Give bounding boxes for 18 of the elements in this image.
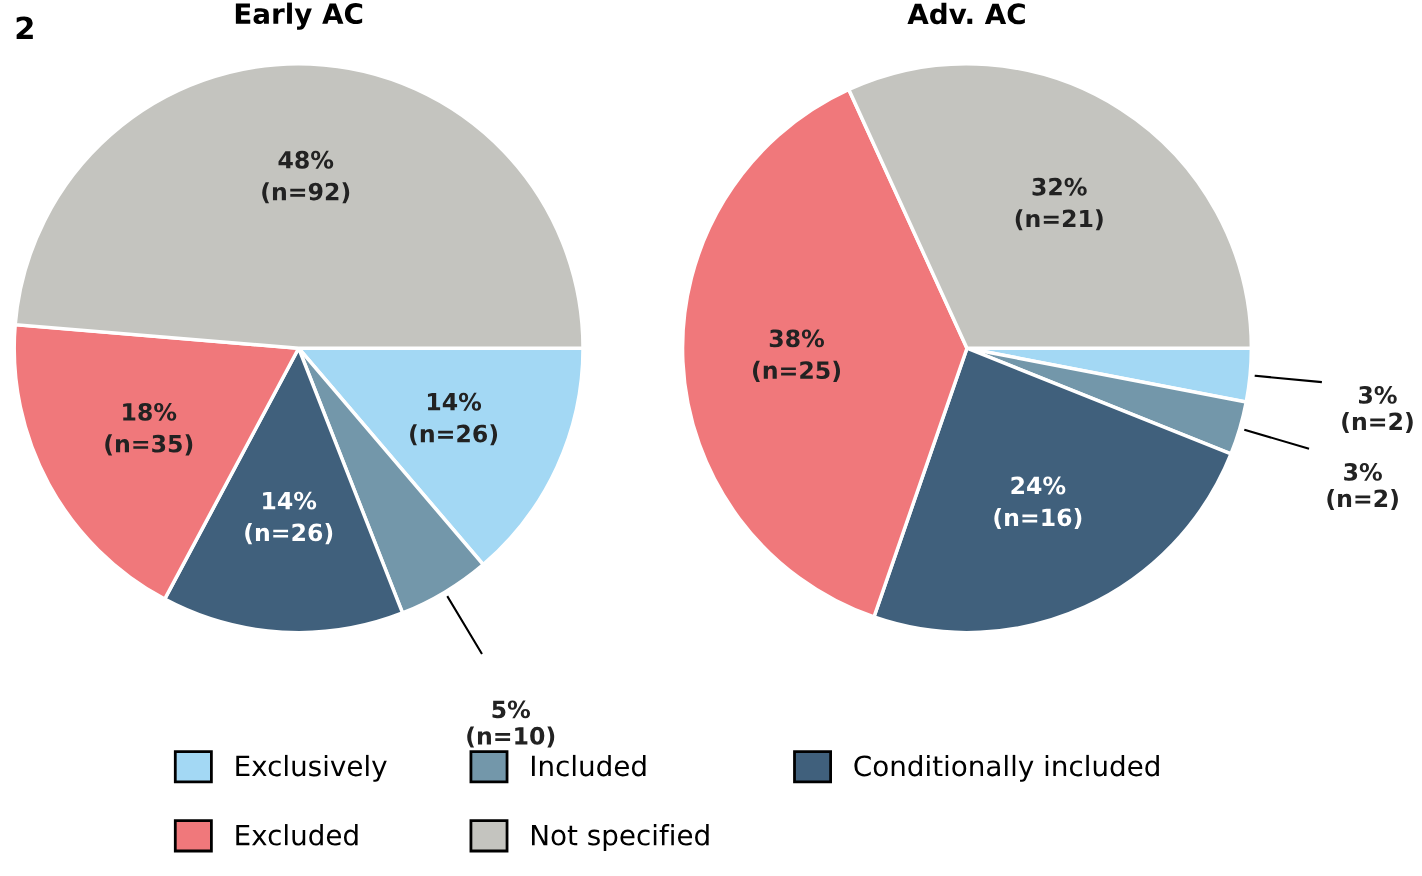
- legend-label: Exclusively: [236, 754, 387, 782]
- data-label: 48% (n=92): [262, 150, 350, 204]
- legend-label: Included: [531, 754, 646, 777]
- data-label: 3% (n=2): [1327, 462, 1398, 511]
- chart-title: Early AC: [235, 2, 363, 30]
- data-label: 32% (n=21): [1015, 177, 1103, 231]
- legend-label: Conditionally included: [854, 754, 1159, 782]
- data-label: 14% (n=26): [245, 491, 333, 545]
- data-label: 3% (n=2): [1342, 385, 1413, 434]
- chart-title: Adv. AC: [907, 2, 1025, 25]
- data-label: 18% (n=35): [105, 402, 193, 456]
- data-label: 38% (n=25): [753, 329, 840, 382]
- data-label: 14% (n=26): [410, 392, 498, 446]
- legend-label: Not specified: [531, 824, 709, 851]
- data-label: 5% (n=10): [467, 700, 555, 748]
- data-label: 24% (n=16): [994, 476, 1082, 529]
- legend-label: Excluded: [236, 824, 358, 846]
- text: 2: [16, 16, 33, 40]
